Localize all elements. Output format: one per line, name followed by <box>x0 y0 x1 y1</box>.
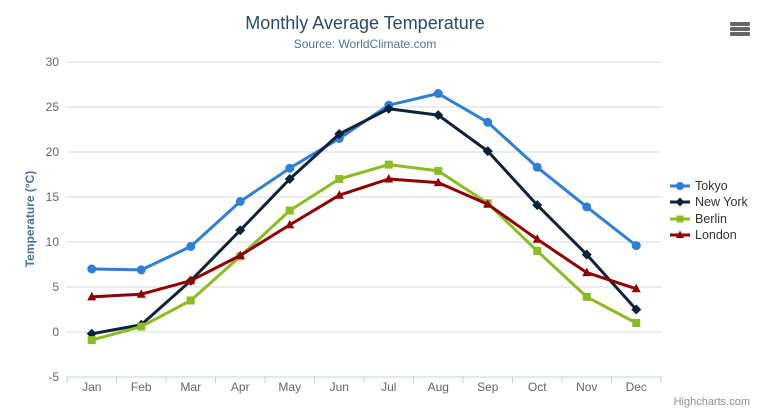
data-point-tokyo[interactable] <box>186 242 196 251</box>
x-axis-label: Sep <box>477 380 499 394</box>
legend-marker-triangle-icon <box>670 230 690 238</box>
data-point-london[interactable] <box>186 275 196 285</box>
data-point-berlin[interactable] <box>632 319 641 327</box>
data-point-new-york[interactable] <box>334 129 345 139</box>
data-point-london[interactable] <box>136 289 146 298</box>
data-point-berlin[interactable] <box>335 175 344 183</box>
data-point-london[interactable] <box>582 267 592 277</box>
hamburger-icon <box>730 22 754 36</box>
legend-item-tokyo[interactable]: Tokyo <box>670 178 748 193</box>
data-point-tokyo[interactable] <box>582 202 592 212</box>
y-axis-label: 30 <box>46 55 60 69</box>
y-axis-label: -5 <box>48 370 59 384</box>
data-point-tokyo[interactable] <box>483 117 493 127</box>
data-point-berlin[interactable] <box>285 206 294 215</box>
data-point-tokyo[interactable] <box>433 89 443 98</box>
legend-item-berlin[interactable]: Berlin <box>670 211 748 226</box>
y-axis-label: 5 <box>52 280 59 294</box>
data-point-london[interactable] <box>285 219 295 229</box>
data-point-tokyo[interactable] <box>631 241 641 251</box>
legend-marker-square-icon <box>670 215 690 222</box>
x-axis-label: Nov <box>576 380 597 394</box>
x-axis-label: Aug <box>428 380 449 394</box>
x-axis-label: Jan <box>82 380 101 394</box>
data-point-tokyo[interactable] <box>532 162 542 172</box>
export-menu-button[interactable] <box>728 20 756 42</box>
data-point-london[interactable] <box>532 234 542 243</box>
data-point-berlin[interactable] <box>384 160 393 169</box>
data-point-berlin[interactable] <box>582 292 591 301</box>
y-axis-label: 15 <box>46 190 60 204</box>
x-axis-label: Dec <box>626 380 647 394</box>
legend-label: London <box>695 228 737 242</box>
data-point-london[interactable] <box>235 250 245 260</box>
data-point-london[interactable] <box>87 291 97 301</box>
legend-label: New York <box>695 195 748 209</box>
data-point-tokyo[interactable] <box>285 163 295 173</box>
legend: Tokyo New York Berlin London <box>670 178 748 244</box>
y-axis-label: 0 <box>52 325 59 339</box>
data-point-new-york[interactable] <box>482 146 493 157</box>
x-axis-label: Oct <box>528 380 547 394</box>
legend-marker-diamond-icon <box>670 197 690 207</box>
y-axis-title: Temperature (°C) <box>23 170 37 268</box>
legend-marker-shape <box>676 181 684 190</box>
data-point-berlin[interactable] <box>137 322 146 331</box>
data-point-new-york[interactable] <box>383 103 394 114</box>
y-axis-label: 25 <box>46 100 60 114</box>
data-point-london[interactable] <box>433 177 443 187</box>
data-point-london[interactable] <box>483 199 493 208</box>
chart-subtitle: Source: WorldClimate.com <box>293 37 437 51</box>
series-line-new-york <box>90 107 638 336</box>
x-axis-label: Mar <box>180 380 201 394</box>
highcharts-credit-link[interactable]: Highcharts.com <box>673 396 750 408</box>
x-axis-label: Jun <box>330 380 349 394</box>
x-axis-label: Apr <box>231 380 250 394</box>
legend-item-new-york[interactable]: New York <box>670 195 748 210</box>
data-point-tokyo[interactable] <box>136 265 146 275</box>
data-point-new-york[interactable] <box>284 174 295 184</box>
series-line-london <box>90 177 638 299</box>
x-axis-label: May <box>278 380 301 394</box>
x-axis-label: Feb <box>131 380 152 394</box>
x-axis-label: Jul <box>381 380 396 394</box>
legend-label: Tokyo <box>695 178 728 193</box>
data-point-tokyo[interactable] <box>87 264 97 274</box>
series-line-berlin <box>90 163 638 342</box>
data-point-tokyo[interactable] <box>235 197 245 206</box>
data-point-new-york[interactable] <box>581 249 592 260</box>
legend-marker-shape <box>676 230 684 238</box>
data-point-berlin[interactable] <box>186 296 195 305</box>
data-point-london[interactable] <box>334 190 344 199</box>
data-point-berlin[interactable] <box>87 336 96 345</box>
y-axis-label: 20 <box>46 145 60 159</box>
y-axis-label: 10 <box>46 235 60 249</box>
data-point-london[interactable] <box>384 174 394 183</box>
data-point-new-york[interactable] <box>235 225 246 236</box>
data-point-new-york[interactable] <box>433 110 444 121</box>
legend-marker-shape <box>676 215 684 222</box>
legend-item-london[interactable]: London <box>670 228 748 243</box>
data-point-london[interactable] <box>631 283 641 293</box>
legend-marker-circle-icon <box>670 181 690 190</box>
data-point-berlin[interactable] <box>434 166 443 175</box>
chart-title: Monthly Average Temperature <box>245 13 485 33</box>
legend-marker-shape <box>675 197 685 207</box>
legend-label: Berlin <box>695 211 727 226</box>
data-point-new-york[interactable] <box>631 304 642 315</box>
data-point-berlin[interactable] <box>533 247 542 255</box>
data-point-new-york[interactable] <box>532 200 543 211</box>
